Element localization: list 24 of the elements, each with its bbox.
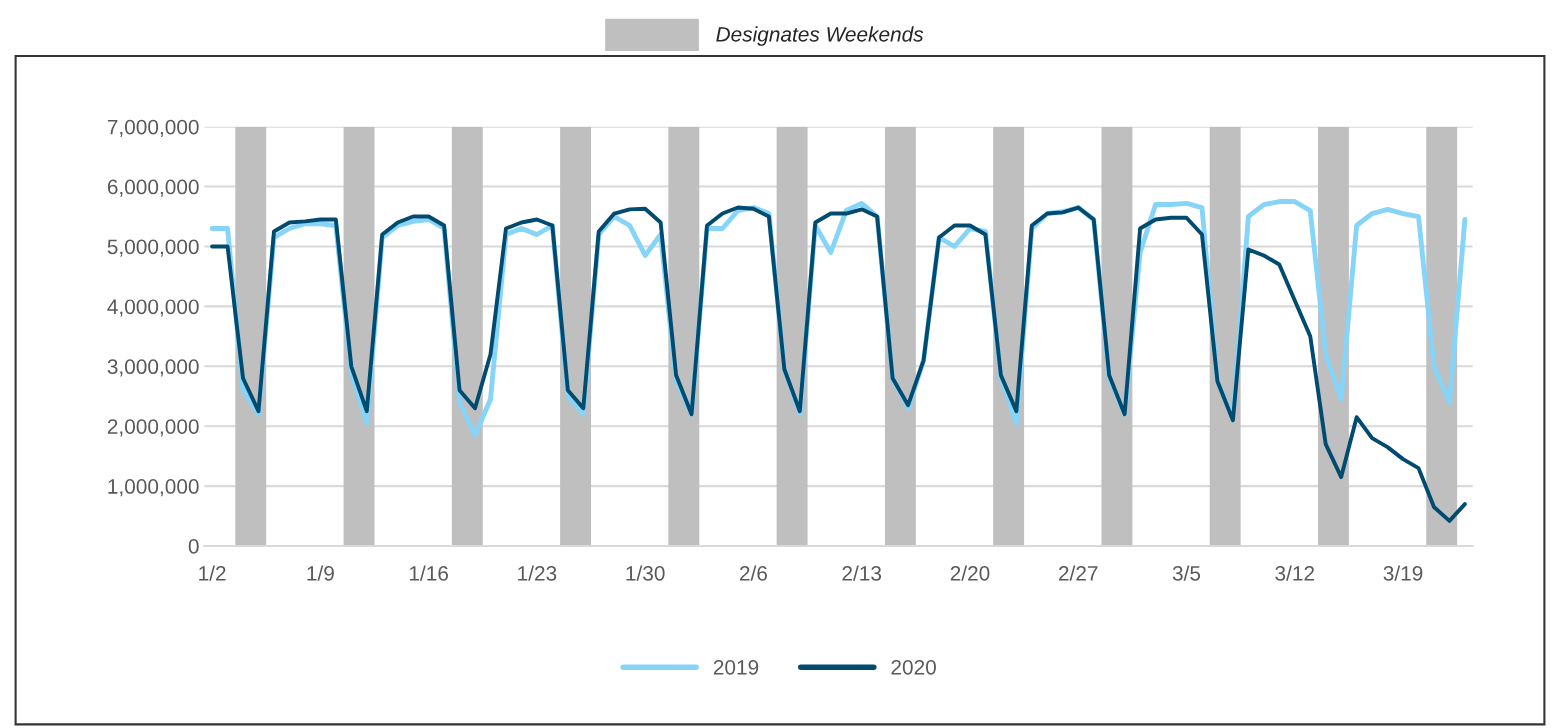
x-tick-label: 2/20 <box>950 565 990 581</box>
line-series <box>210 205 1467 523</box>
x-tick-label: 1/2 <box>199 565 226 581</box>
legend-label: Designates Weekends <box>716 26 924 46</box>
x-tick-label: 1/16 <box>409 565 448 581</box>
x-tick-label: 1/9 <box>307 565 334 581</box>
x-tick-label: 3/12 <box>1275 565 1314 581</box>
legend-label: 2019 <box>713 659 759 675</box>
y-tick-label: 6,000,000 <box>107 179 199 197</box>
y-tick-label: 2,000,000 <box>107 419 199 437</box>
x-tick-label: 3/5 <box>1172 565 1201 581</box>
x-tick-label: 3/19 <box>1383 565 1423 581</box>
legend-label: 2020 <box>891 659 936 675</box>
y-tick-label: 5,000,000 <box>107 239 199 257</box>
y-tick-label: 1,000,000 <box>108 479 199 497</box>
x-tick-label: 2/13 <box>842 565 882 581</box>
y-tick-label: 4,000,000 <box>107 299 199 317</box>
x-tick-label: 2/6 <box>740 565 767 581</box>
x-tick-label: 2/27 <box>1059 565 1098 581</box>
y-tick-label: 3,000,000 <box>107 359 199 377</box>
y-tick-label: 0 <box>188 539 199 554</box>
y-tick-label: 7,000,000 <box>107 119 199 137</box>
x-tick-label: 1/30 <box>626 565 665 581</box>
x-tick-label: 1/23 <box>518 565 557 581</box>
